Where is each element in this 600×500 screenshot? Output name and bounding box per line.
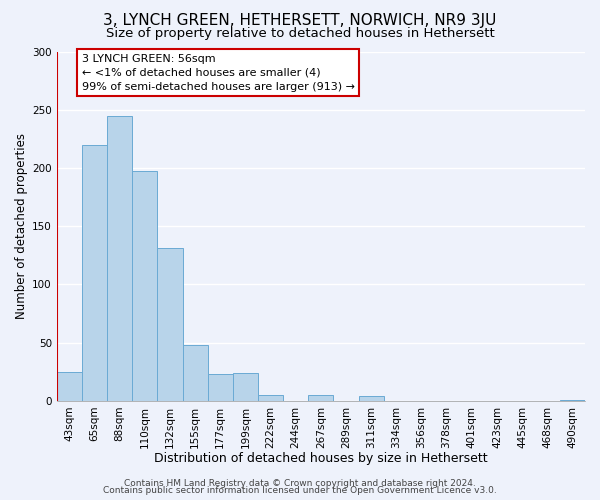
Text: Contains HM Land Registry data © Crown copyright and database right 2024.: Contains HM Land Registry data © Crown c… — [124, 478, 476, 488]
Bar — [208, 374, 233, 401]
Bar — [560, 400, 585, 401]
Bar — [157, 248, 182, 401]
Bar — [57, 372, 82, 401]
Y-axis label: Number of detached properties: Number of detached properties — [15, 133, 28, 319]
Bar — [82, 144, 107, 401]
Text: Size of property relative to detached houses in Hethersett: Size of property relative to detached ho… — [106, 28, 494, 40]
Bar — [359, 396, 384, 401]
Bar — [107, 116, 132, 401]
Bar — [132, 172, 157, 401]
Bar — [308, 395, 334, 401]
Text: 3 LYNCH GREEN: 56sqm
← <1% of detached houses are smaller (4)
99% of semi-detach: 3 LYNCH GREEN: 56sqm ← <1% of detached h… — [82, 54, 355, 92]
Bar — [182, 345, 208, 401]
Text: Contains public sector information licensed under the Open Government Licence v3: Contains public sector information licen… — [103, 486, 497, 495]
Bar — [233, 373, 258, 401]
Text: 3, LYNCH GREEN, HETHERSETT, NORWICH, NR9 3JU: 3, LYNCH GREEN, HETHERSETT, NORWICH, NR9… — [103, 12, 497, 28]
Bar — [258, 395, 283, 401]
X-axis label: Distribution of detached houses by size in Hethersett: Distribution of detached houses by size … — [154, 452, 488, 465]
